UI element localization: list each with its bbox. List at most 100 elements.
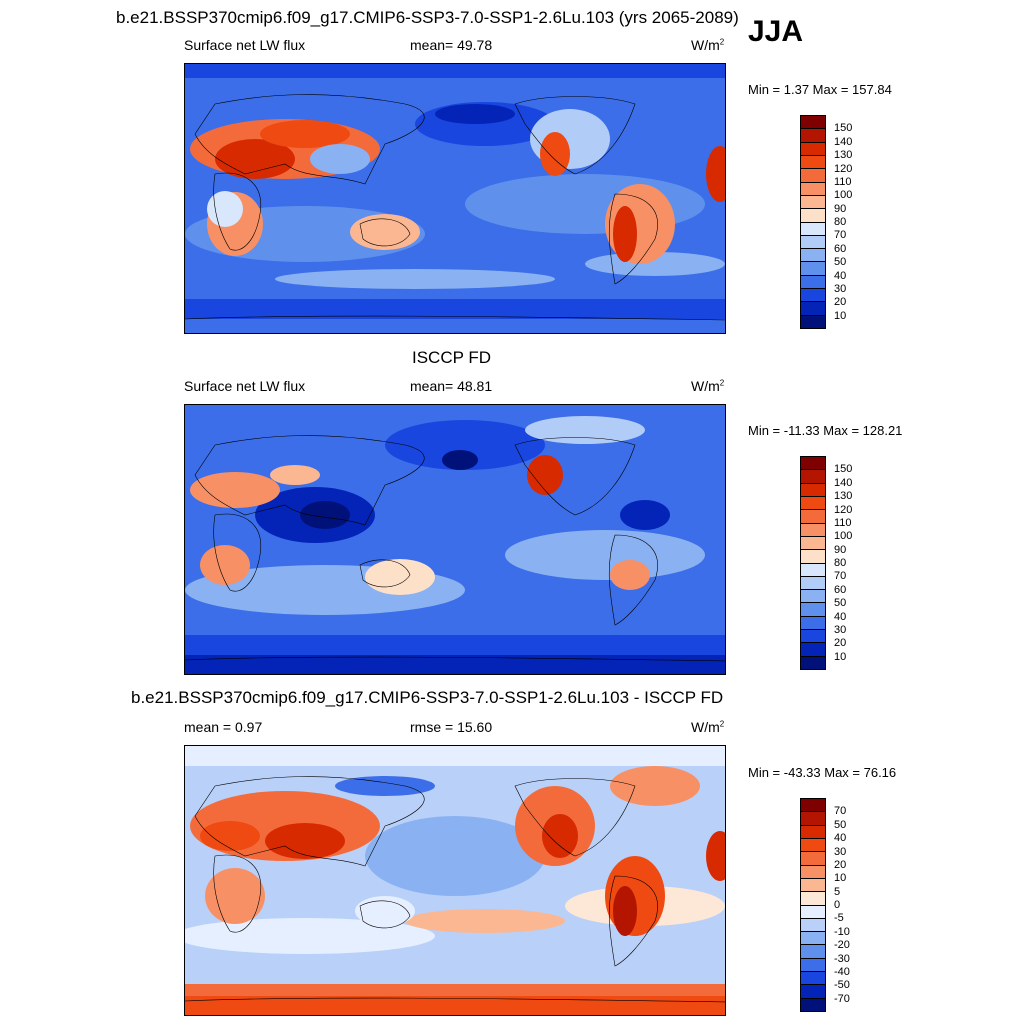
panel3-minmax: Min = -43.33 Max = 76.16 [748,765,897,780]
colorbar-label: 30 [834,282,847,295]
colorbar-label: 70 [834,805,847,818]
colorbar-box [801,892,825,906]
colorbar-label: 10 [834,872,847,885]
season-label: JJA [748,15,804,48]
colorbar-box [801,262,825,276]
colorbar-box [801,812,825,826]
panel3-mean: mean = 0.97 [184,719,263,735]
colorbar-box [801,918,825,933]
panel1-mean: mean= 49.78 [410,37,493,53]
colorbar-box [801,315,825,328]
colorbar-box [801,799,825,813]
colorbar-box [801,958,825,973]
colorbar-label: -70 [834,992,850,1005]
colorbar-label: 110 [834,175,852,188]
colorbar-label: 140 [834,476,853,489]
colorbar-box [801,972,825,986]
colorbar-box [801,656,825,669]
colorbar-box [801,590,825,604]
colorbar-label: 90 [834,202,847,215]
colorbar-label: 80 [834,216,847,228]
panel3-units: W/m2 [691,719,725,735]
colorbar-label: 10 [834,650,847,663]
colorbar-label: 90 [834,543,847,556]
colorbar-box [801,510,825,524]
colorbar-label: 5 [834,885,841,898]
colorbar-box [801,222,825,236]
panel3-title: b.e21.BSSP370cmip6.f09_g17.CMIP6-SSP3-7.… [131,688,724,707]
colorbar-label: 40 [834,832,847,845]
colorbar-label: 70 [834,570,847,583]
colorbar-box [801,945,825,959]
colorbar-label: 130 [834,490,853,503]
colorbar-label: 20 [834,637,847,650]
colorbar-label: 110 [834,516,852,529]
colorbar-box [801,838,825,853]
panel1-colorbar [800,115,826,329]
colorbar-label: 50 [834,256,847,269]
colorbar-label: 40 [834,269,847,282]
colorbar-box [801,235,825,250]
colorbar-box [801,302,825,316]
colorbar-box [801,169,825,183]
colorbar-box [801,550,825,564]
colorbar-box [801,643,825,657]
colorbar-box [801,825,825,839]
colorbar-box [801,182,825,196]
colorbar-label: 150 [834,122,853,135]
colorbar-box [801,496,825,511]
colorbar-label: -20 [834,939,850,952]
colorbar-label: 20 [834,296,847,309]
panel3-colorbar [800,798,826,1012]
colorbar-label: 100 [834,530,853,543]
panel3-map [184,745,726,1016]
colorbar-box [801,985,825,999]
panel3-rmse: rmse = 15.60 [410,719,493,735]
colorbar-label: 130 [834,149,853,162]
panel2-title: ISCCP FD [412,348,492,367]
panel1-title: b.e21.BSSP370cmip6.f09_g17.CMIP6-SSP3-7.… [116,8,739,27]
colorbar-box [801,195,825,210]
panel2-map-field [185,405,725,674]
panel1-units: W/m2 [691,37,725,53]
colorbar-label: -5 [834,912,844,925]
colorbar-box [801,142,825,156]
colorbar-box [801,457,825,471]
colorbar-box [801,630,825,644]
colorbar-label: 60 [834,242,847,255]
colorbar-box [801,209,825,223]
colorbar-box [801,878,825,893]
colorbar-label: 150 [834,463,853,476]
colorbar-box [801,576,825,591]
colorbar-label: 60 [834,583,847,596]
colorbar-label: 70 [834,229,847,242]
panel1-variable: Surface net LW flux [184,37,306,53]
colorbar-box [801,852,825,866]
colorbar-box [801,275,825,290]
colorbar-box [801,249,825,263]
colorbar-label: 120 [834,162,853,175]
colorbar-box [801,998,825,1011]
colorbar-label: 120 [834,503,853,516]
colorbar-box [801,932,825,946]
panel1-minmax: Min = 1.37 Max = 157.84 [748,82,892,97]
colorbar-label: 40 [834,610,847,623]
colorbar-box [801,603,825,617]
colorbar-label: 10 [834,309,847,322]
colorbar-box [801,616,825,631]
panel2-colorbar [800,456,826,670]
colorbar-label: 20 [834,858,847,871]
panel2-map [184,404,726,675]
colorbar-label: 50 [834,597,847,610]
colorbar-label: 100 [834,189,853,202]
panel2-mean: mean= 48.81 [410,378,493,394]
panel1-map-field [185,64,725,333]
colorbar-label: 50 [834,818,847,831]
colorbar-box [801,116,825,130]
colorbar-label: -10 [834,925,850,938]
colorbar-label: 0 [834,899,841,911]
panel2-variable: Surface net LW flux [184,378,306,394]
panel3-map-field [185,746,725,1015]
colorbar-box [801,155,825,170]
panel2-minmax: Min = -11.33 Max = 128.21 [748,423,903,438]
